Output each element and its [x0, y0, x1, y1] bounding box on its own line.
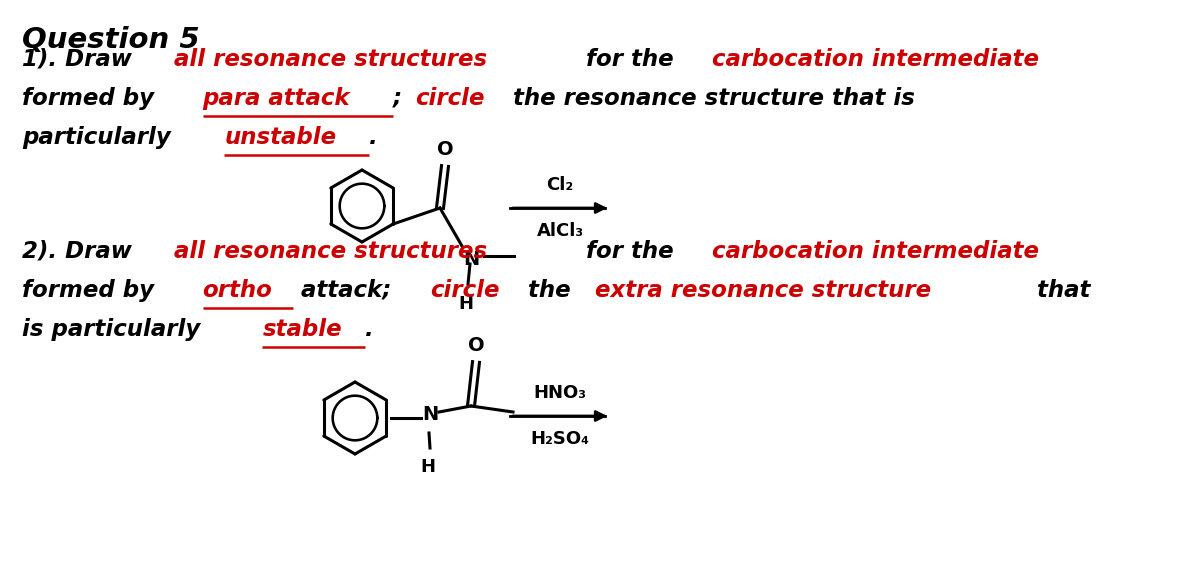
Text: HNO₃: HNO₃	[534, 384, 587, 402]
Text: extra resonance structure: extra resonance structure	[595, 279, 931, 302]
Text: carbocation intermediate: carbocation intermediate	[712, 240, 1039, 263]
Text: para attack: para attack	[203, 87, 350, 110]
Text: the resonance structure that is: the resonance structure that is	[505, 87, 914, 110]
Text: N: N	[463, 250, 479, 269]
Text: that: that	[1030, 279, 1091, 302]
Text: O: O	[437, 140, 454, 159]
Text: ;: ;	[394, 87, 410, 110]
Text: N: N	[422, 406, 438, 424]
Text: stable: stable	[263, 318, 342, 341]
Text: Cl₂: Cl₂	[546, 176, 574, 194]
Text: formed by: formed by	[22, 87, 162, 110]
Text: for the: for the	[578, 240, 682, 263]
Text: unstable: unstable	[224, 126, 336, 149]
Text: Question 5: Question 5	[22, 26, 199, 54]
Text: formed by: formed by	[22, 279, 162, 302]
Text: attack;: attack;	[293, 279, 400, 302]
Text: particularly: particularly	[22, 126, 179, 149]
Text: 2). Draw: 2). Draw	[22, 240, 140, 263]
Text: all resonance structures: all resonance structures	[174, 48, 487, 71]
Text: H: H	[420, 458, 436, 476]
Text: all resonance structures: all resonance structures	[174, 240, 487, 263]
Text: is particularly: is particularly	[22, 318, 209, 341]
Text: the: the	[520, 279, 578, 302]
Text: 1). Draw: 1). Draw	[22, 48, 140, 71]
Text: ortho: ortho	[203, 279, 272, 302]
Text: O: O	[468, 336, 485, 355]
Text: circle: circle	[430, 279, 499, 302]
Text: circle: circle	[415, 87, 485, 110]
Text: .: .	[368, 126, 378, 149]
Text: H₂SO₄: H₂SO₄	[530, 430, 589, 448]
Text: for the: for the	[578, 48, 682, 71]
Text: .: .	[365, 318, 374, 341]
Text: AlCl₃: AlCl₃	[536, 222, 583, 240]
Text: carbocation intermediate: carbocation intermediate	[712, 48, 1039, 71]
Text: H: H	[458, 295, 474, 313]
